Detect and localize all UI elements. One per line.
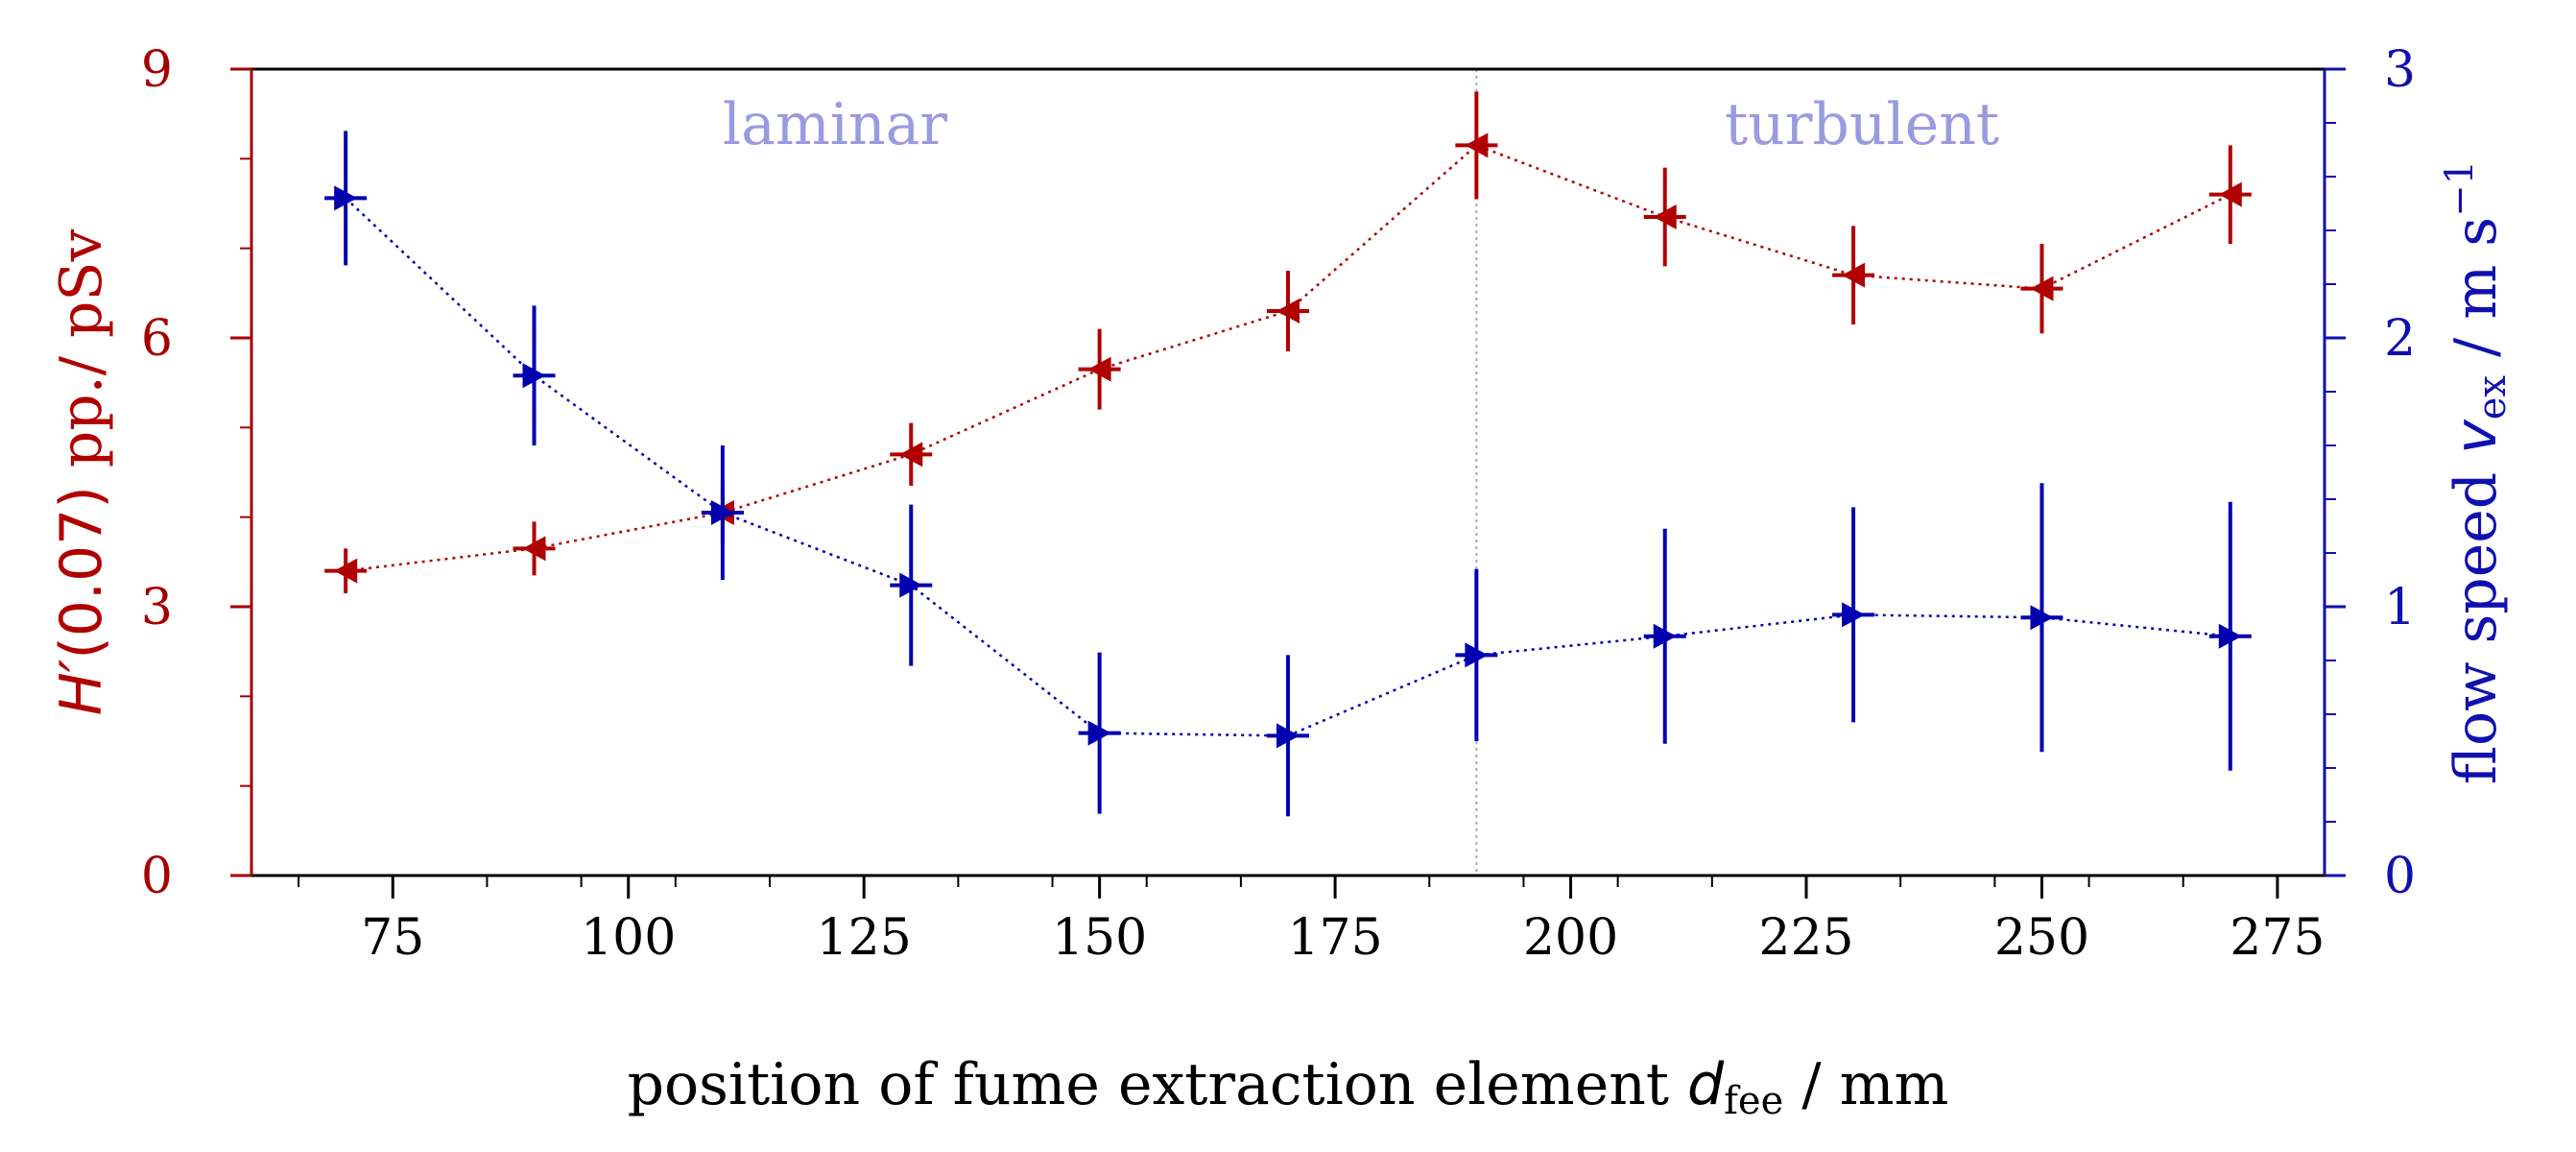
- data-point-marker: [334, 558, 358, 584]
- data-point-marker: [899, 572, 923, 598]
- x-axis-title-unit: / mm: [1783, 1051, 1948, 1118]
- left-tick-label: 6: [141, 310, 173, 368]
- data-point-marker: [1087, 356, 1111, 382]
- right-tick-label: 0: [2384, 848, 2416, 905]
- x-tick-label: 200: [1523, 909, 1618, 967]
- series-flow-speed: [324, 131, 2252, 817]
- right-tick-label: 1: [2384, 579, 2416, 636]
- x-axis-title-main: position of fume extraction element: [628, 1051, 1687, 1118]
- right-tick-label: 3: [2384, 41, 2416, 99]
- x-tick-label: 250: [1994, 909, 2089, 967]
- x-tick-label: 275: [2230, 909, 2325, 967]
- x-tick-label: 150: [1052, 909, 1147, 967]
- annotation-laminar: laminar: [723, 91, 947, 158]
- x-axis-title-sub: fee: [1724, 1079, 1783, 1123]
- data-point-marker: [1653, 204, 1677, 229]
- data-point-marker: [522, 363, 546, 389]
- axes-layer: [250, 67, 2326, 877]
- x-tick-label: 175: [1287, 909, 1382, 967]
- data-point-marker: [2218, 181, 2242, 207]
- annotation-turbulent: turbulent: [1725, 91, 1999, 158]
- data-point-marker: [2030, 276, 2054, 301]
- left-tick-label: 9: [141, 41, 173, 99]
- right-tick-label: 2: [2384, 310, 2416, 368]
- x-axis-title-var: d: [1687, 1051, 1725, 1118]
- x-tick-label: 225: [1758, 909, 1853, 967]
- data-point-marker: [1842, 602, 1866, 628]
- x-axis-title: position of fume extraction element dfee…: [628, 1051, 1949, 1123]
- right-axis-title-sub: ex: [2470, 375, 2515, 420]
- x-tick-label: 100: [581, 909, 676, 967]
- data-point-marker: [2030, 605, 2054, 631]
- data-point-marker: [522, 536, 546, 562]
- left-tick-label: 0: [141, 848, 173, 905]
- right-axis-title: flow speed vex / m s−1: [2438, 160, 2515, 784]
- right-axis-title-var: v: [2443, 419, 2510, 454]
- ticks-layer: 75 100 125 150 175 200 225 250 275 0 3 6 9 0 1 2 3: [141, 41, 2416, 967]
- left-axis-title-arg: (0.07): [48, 486, 115, 659]
- data-point-marker: [1276, 723, 1300, 749]
- data-point-marker: [2218, 623, 2242, 649]
- left-tick-label: 3: [141, 579, 173, 636]
- right-axis-title-sup: −1: [2438, 160, 2482, 217]
- data-point-marker: [334, 185, 358, 211]
- data-point-marker: [1465, 642, 1489, 668]
- data-point-marker: [1087, 720, 1111, 746]
- data-point-marker: [1465, 132, 1489, 158]
- data-point-marker: [1842, 262, 1866, 288]
- x-tick-label: 75: [361, 909, 424, 967]
- series-layer: [324, 91, 2252, 817]
- left-axis-title-var: H′: [48, 659, 115, 715]
- x-tick-label: 125: [817, 909, 912, 967]
- right-axis-title-unit: / m s: [2443, 217, 2510, 375]
- data-point-marker: [710, 500, 734, 525]
- data-point-marker: [1276, 299, 1300, 324]
- right-axis-title-main: flow speed: [2443, 454, 2510, 784]
- left-axis-title: H′(0.07) pp./ pSv: [48, 228, 115, 715]
- left-axis-title-unit: pp./ pSv: [48, 228, 115, 486]
- data-point-marker: [1653, 623, 1677, 649]
- data-point-marker: [899, 442, 923, 468]
